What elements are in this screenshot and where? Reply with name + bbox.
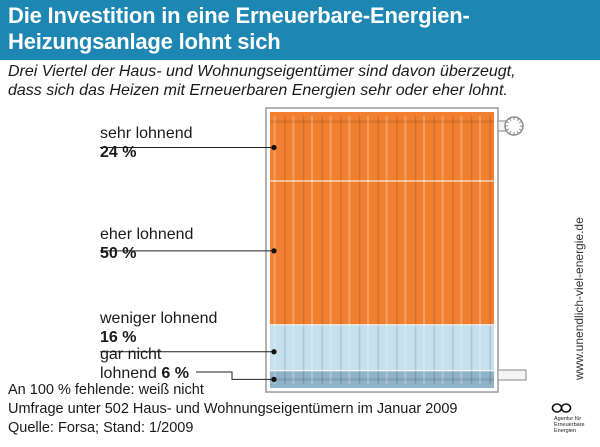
leader-sehr-lohnend-dot [271, 144, 277, 151]
agency-logo: Agentur für Erneuerbare Energien [538, 402, 600, 442]
subtitle-line-2: dass sich das Heizen mit Erneuerbaren En… [8, 82, 508, 99]
chart-title-line-1: Die Investition in eine Erneuerbare-Ener… [8, 3, 470, 28]
footnote-survey: Umfrage unter 502 Haus- und Wohnungseige… [8, 401, 458, 417]
bottom-pipe [497, 369, 527, 381]
label-weniger-lohnend: weniger lohnend 16 % [100, 309, 217, 347]
label-sehr-lohnend: sehr lohnend 24 % [100, 124, 193, 162]
chart-title-line-2: Heizungsanlage lohnt sich [8, 29, 281, 54]
logo-text: Agentur für Erneuerbare Energien [554, 416, 585, 434]
footnotes: An 100 % fehlende: weiß nicht Umfrage un… [8, 381, 458, 438]
footnote-missing: An 100 % fehlende: weiß nicht [8, 382, 204, 398]
logo-line-2: Erneuerbare [554, 422, 585, 428]
leader-gar-nicht-lohnend [196, 371, 274, 380]
thermostat-rib [505, 128, 510, 131]
label-gar-nicht-lohnend: gar nicht lohnend 6 % [100, 345, 189, 383]
segment-eher-lohnend [270, 181, 494, 325]
label-eher-lohnend-name: eher lohnend [100, 226, 194, 243]
subtitle-line-1: Drei Viertel der Haus- und Wohnungseigen… [8, 63, 516, 80]
segment-gar-nicht-lohnend [270, 370, 494, 388]
thermostat-rib [516, 130, 519, 135]
label-gar-nicht-line1: gar nicht [100, 346, 162, 363]
thermostat-rib [509, 117, 512, 122]
label-eher-lohnend: eher lohnend 50 % [100, 225, 193, 263]
segment-weniger-lohnend [270, 324, 494, 371]
leader-weniger-lohnend-dot [271, 349, 277, 355]
footnote-source: Quelle: Forsa; Stand: 1/2009 [8, 420, 194, 436]
label-gar-nicht-line2: lohnend 6 % [100, 364, 189, 383]
thermostat-rib [518, 121, 523, 124]
chart-subtitle: Drei Viertel der Haus- und Wohnungseigen… [8, 62, 598, 100]
leader-gar-nicht-lohnend-dot [271, 376, 277, 382]
label-gar-nicht-pct: 6 % [161, 365, 189, 382]
leader-eher-lohnend-dot [271, 248, 277, 254]
radiator-bottom-band [270, 378, 494, 381]
label-eher-lohnend-pct: 50 % [100, 245, 137, 262]
label-sehr-lohnend-pct: 24 % [100, 144, 137, 161]
logo-line-3: Energien [554, 428, 577, 434]
logo-line-1: Agentur für [554, 416, 582, 422]
label-gar-nicht-line2-text: lohnend [100, 365, 157, 382]
thermostat-rib [516, 117, 519, 122]
thermostat-rib [509, 130, 512, 135]
label-weniger-lohnend-name: weniger lohnend [100, 310, 218, 327]
segment-sehr-lohnend [270, 112, 494, 181]
website-url: www.unendlich-viel-energie.de [572, 217, 586, 380]
thermostat-rib [505, 121, 510, 124]
thermostat-rib [518, 128, 523, 131]
label-weniger-lohnend-pct: 16 % [100, 329, 137, 346]
label-sehr-lohnend-name: sehr lohnend [100, 125, 193, 142]
radiator-top-band [270, 120, 494, 123]
header-banner: Die Investition in eine Erneuerbare-Ener… [0, 0, 600, 60]
infinity-logo-icon [551, 403, 572, 413]
